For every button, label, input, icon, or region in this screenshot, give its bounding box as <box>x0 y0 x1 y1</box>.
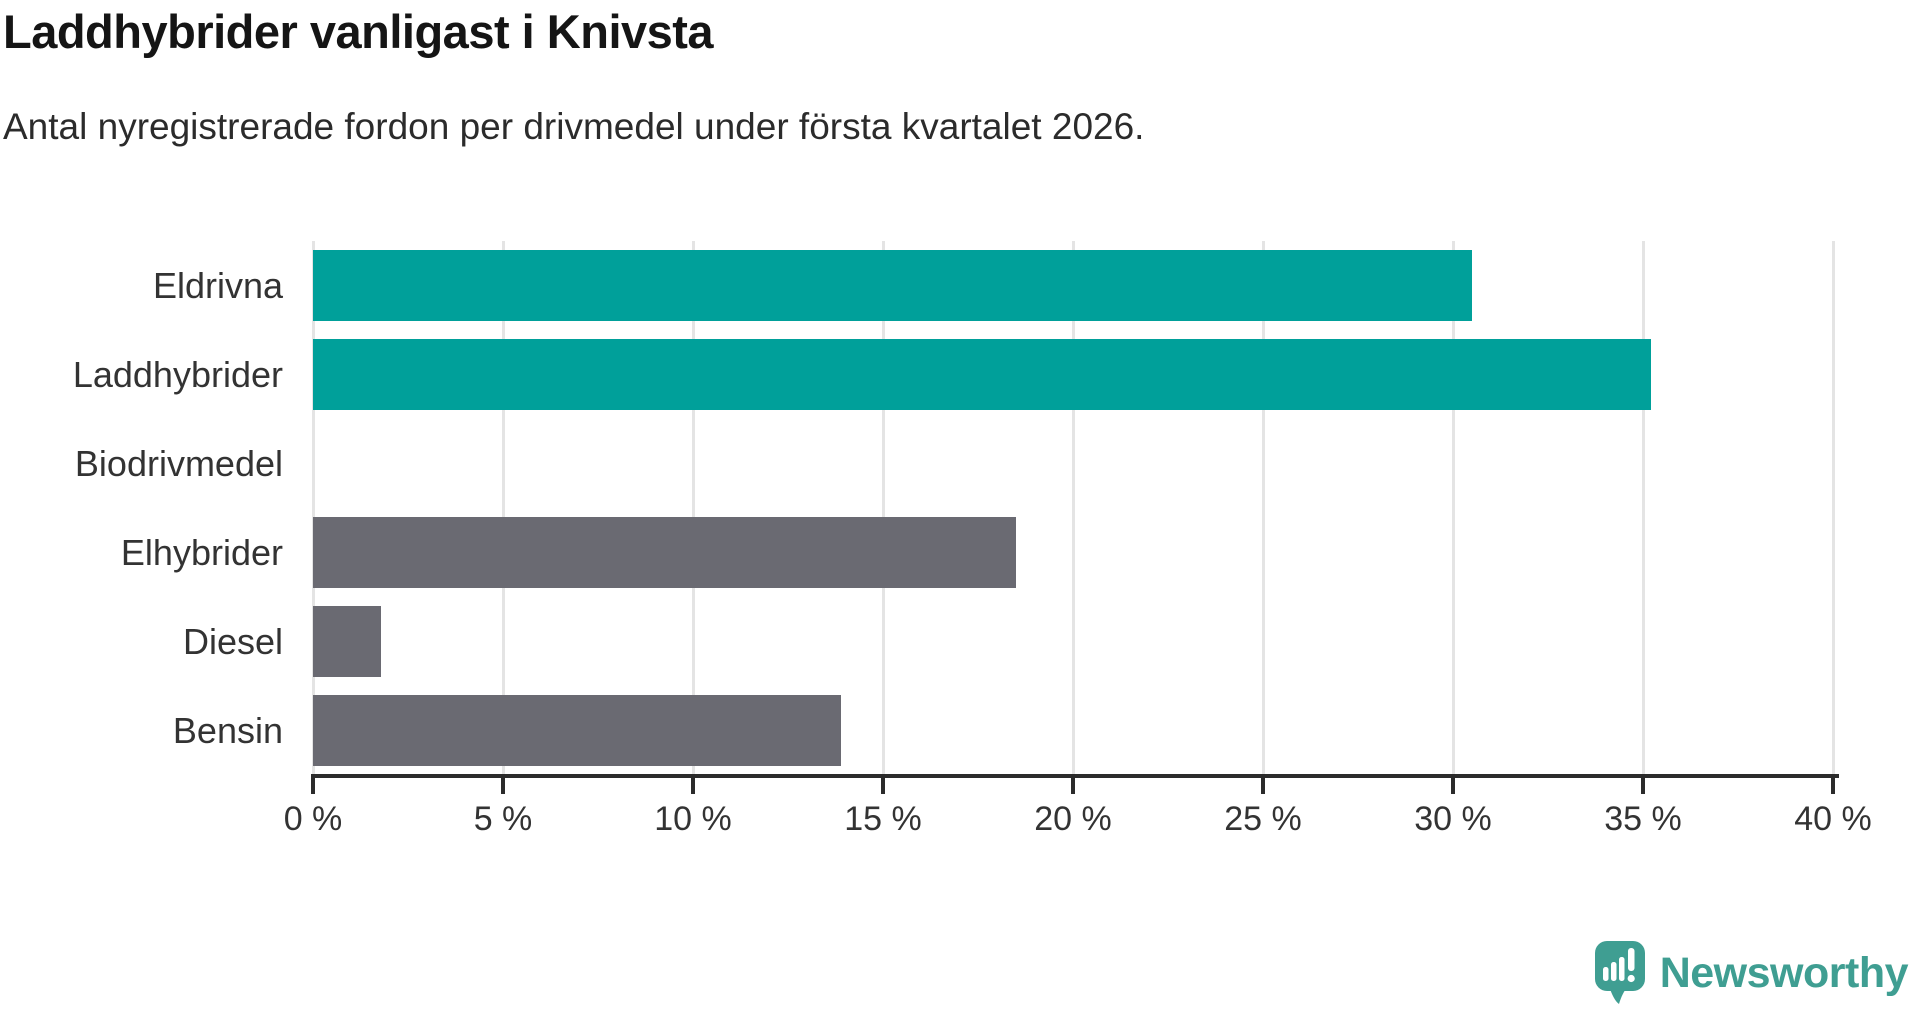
chart-title: Laddhybrider vanligast i Knivsta <box>3 5 714 58</box>
newsworthy-logo[interactable]: Newsworthy <box>1594 940 1909 1006</box>
axis-tick <box>691 776 695 794</box>
axis-tick-label: 10 % <box>654 800 732 838</box>
chart-row: Laddhybrider <box>0 330 1920 419</box>
newsworthy-logo-text: Newsworthy <box>1659 948 1909 997</box>
axis-tick-label: 40 % <box>1794 800 1872 838</box>
axis-tick <box>1641 776 1645 794</box>
axis-tick-label: 15 % <box>844 800 922 838</box>
axis-tick-label: 30 % <box>1414 800 1492 838</box>
axis-tick <box>1261 776 1265 794</box>
axis-tick-label: 20 % <box>1034 800 1112 838</box>
gridline <box>691 241 695 778</box>
bar-diesel <box>313 606 382 677</box>
bar-elhybrider <box>313 517 1016 588</box>
bar-track <box>313 695 1833 766</box>
axis-tick <box>501 776 505 794</box>
axis-tick-label: 25 % <box>1224 800 1302 838</box>
gridline <box>1641 241 1645 778</box>
category-label: Biodrivmedel <box>74 442 283 484</box>
bar-bensin <box>313 695 842 766</box>
chart-row: Biodrivmedel <box>0 419 1920 508</box>
bar-eldrivna <box>313 250 1472 321</box>
chart-row: Eldrivna <box>0 241 1920 330</box>
x-axis-line <box>311 774 1839 778</box>
category-label: Elhybrider <box>120 531 283 573</box>
gridline <box>1831 241 1835 778</box>
axis-tick-label: 5 % <box>473 800 533 838</box>
axis-tick-label: 0 % <box>283 800 343 838</box>
chart-row: Elhybrider <box>0 508 1920 597</box>
category-label: Laddhybrider <box>72 353 283 395</box>
gridline <box>501 241 505 778</box>
axis-tick <box>881 776 885 794</box>
axis-tick-label: 35 % <box>1604 800 1682 838</box>
bar-track <box>313 606 1833 677</box>
bar-laddhybrider <box>313 339 1651 410</box>
axis-tick <box>1831 776 1835 794</box>
bar-track <box>313 339 1833 410</box>
bar-track <box>313 250 1833 321</box>
newsworthy-logo-icon <box>1594 941 1645 1004</box>
category-label: Diesel <box>182 620 283 662</box>
bar-track <box>313 428 1833 499</box>
gridline <box>311 241 315 778</box>
bar-track <box>313 517 1833 588</box>
axis-tick <box>311 776 315 794</box>
chart-row: Bensin <box>0 686 1920 775</box>
axis-tick <box>1451 776 1455 794</box>
gridline <box>1451 241 1455 778</box>
gridline <box>1071 241 1075 778</box>
chart-row: Diesel <box>0 597 1920 686</box>
bar-rows: Eldrivna Laddhybrider Biodrivmedel Elhybrid… <box>0 241 1920 775</box>
axis-tick <box>1071 776 1075 794</box>
category-label: Eldrivna <box>152 264 283 306</box>
category-label: Bensin <box>172 709 283 751</box>
chart-subtitle: Antal nyregistrerade fordon per drivmede… <box>3 106 1145 147</box>
gridline <box>881 241 885 778</box>
gridline <box>1261 241 1265 778</box>
